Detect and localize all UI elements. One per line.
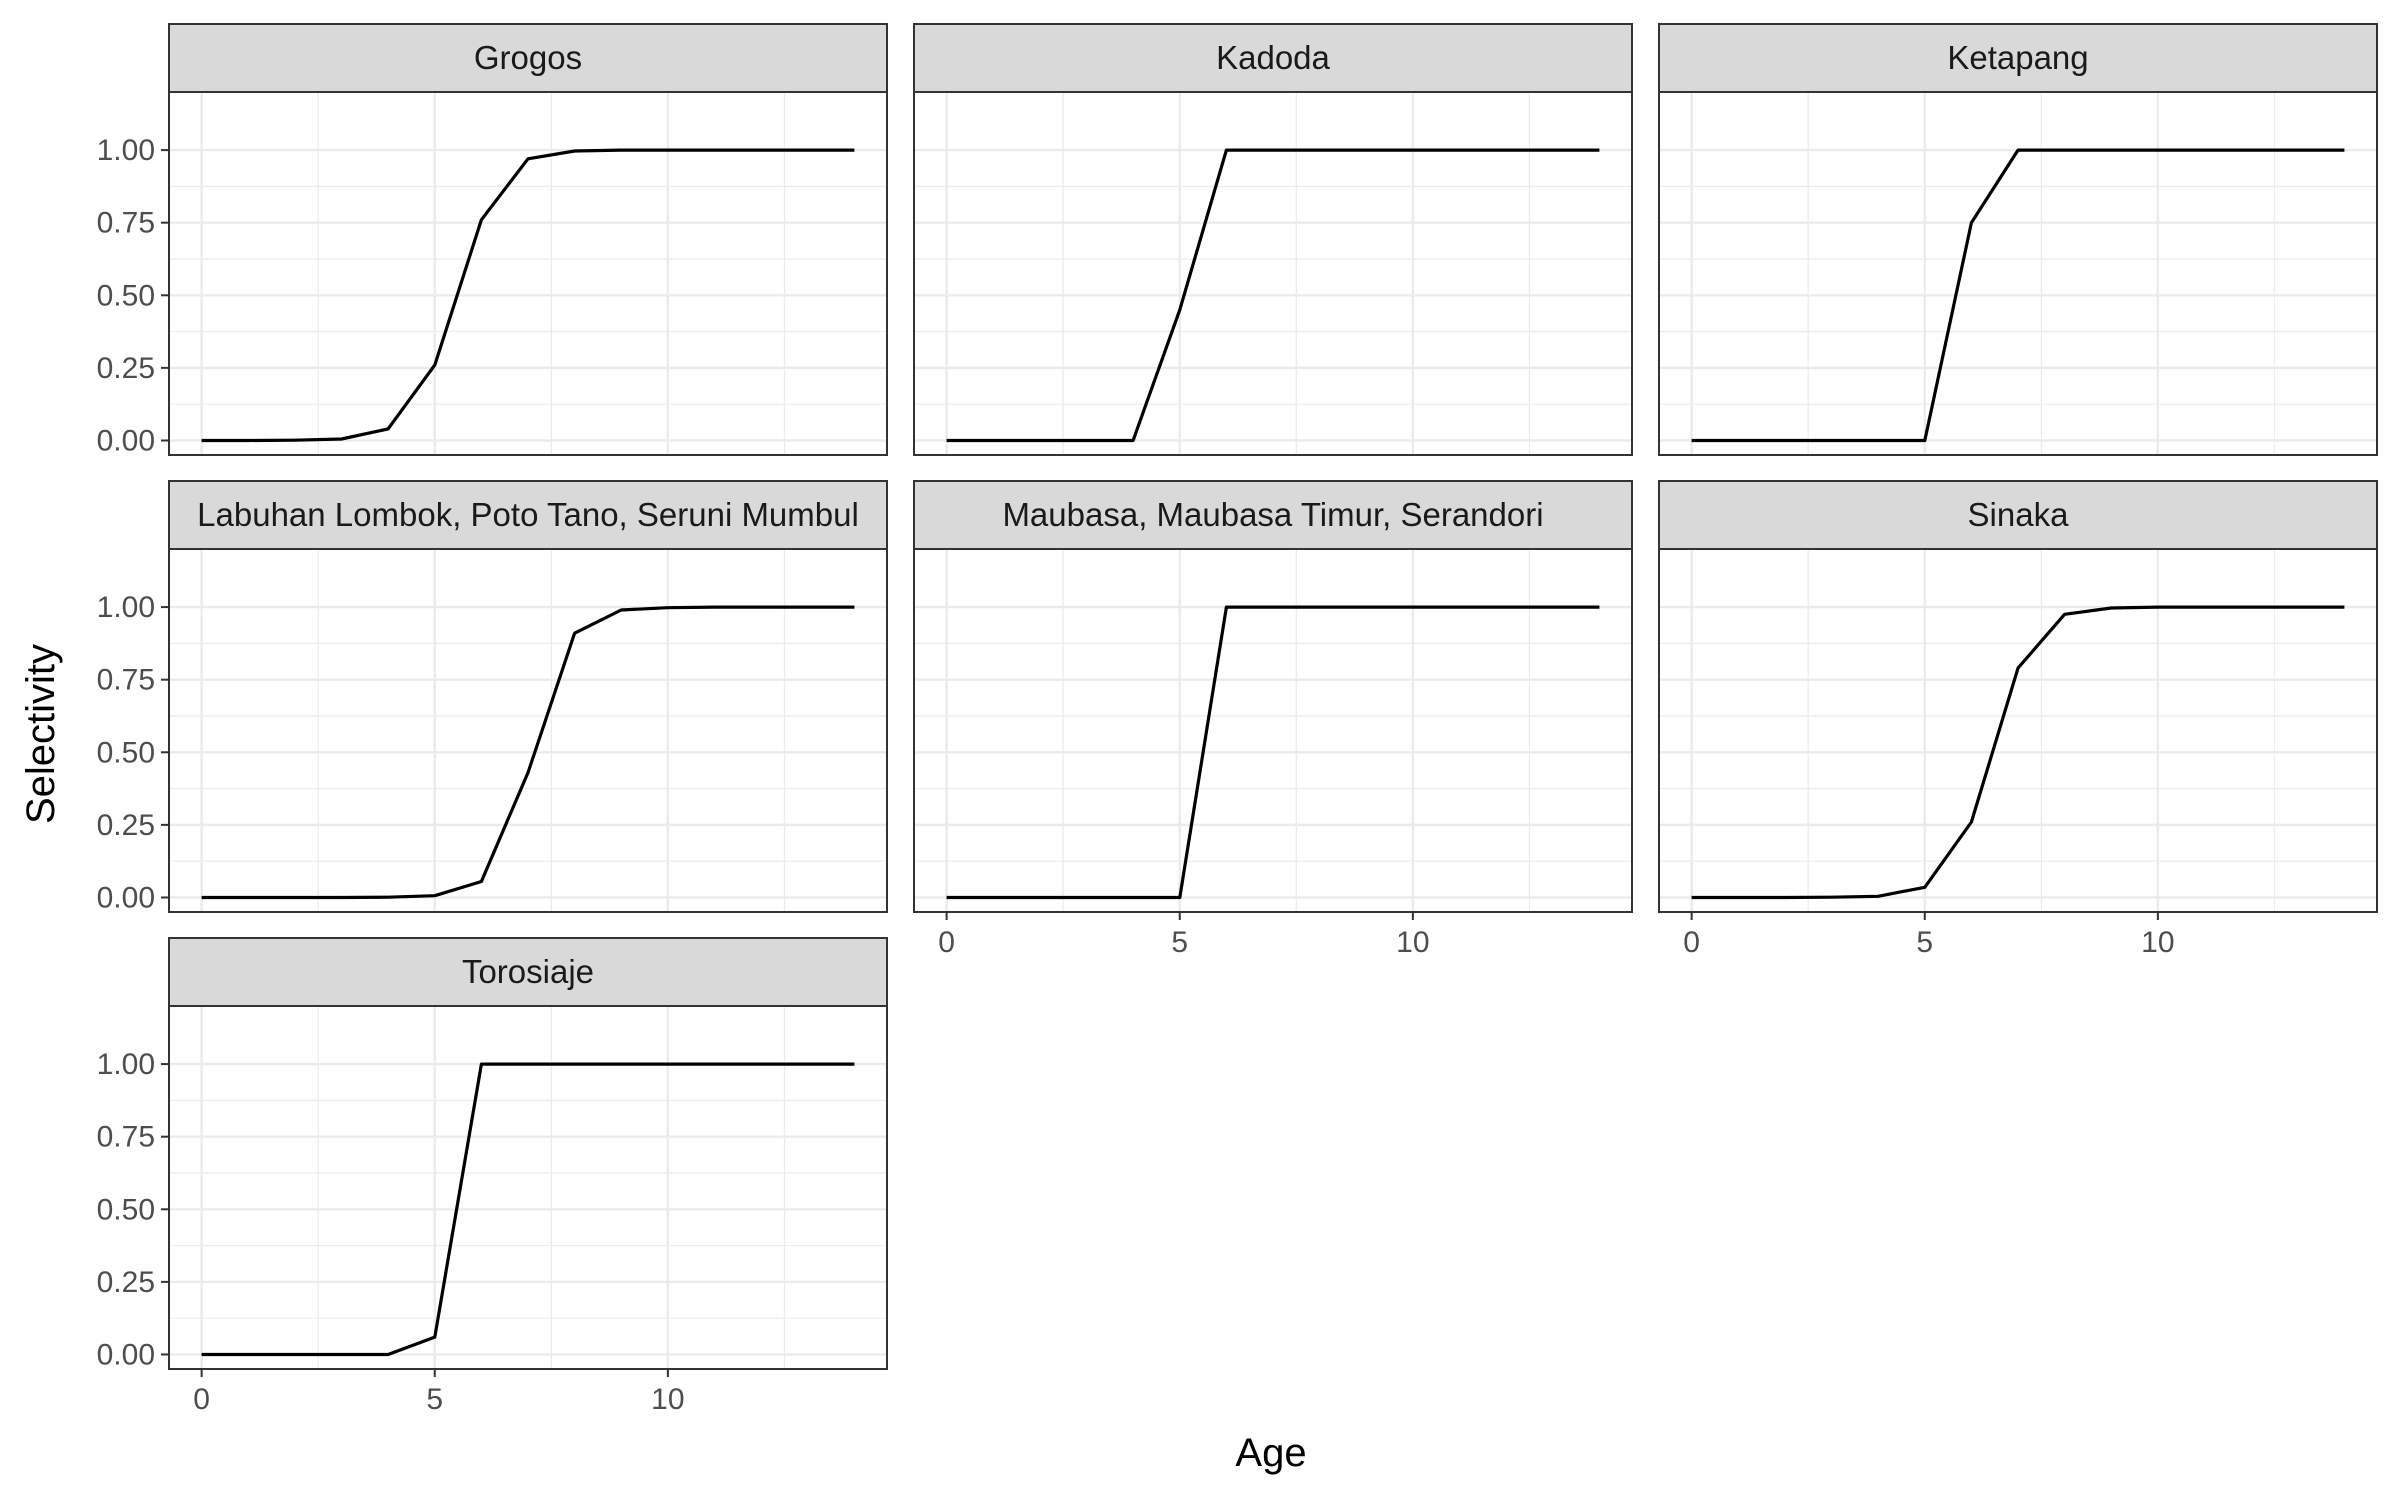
x-tick-label: 5 [426, 1383, 443, 1416]
selectivity-line [946, 148, 1600, 443]
facet-panel: Maubasa, Maubasa Timur, Serandori 0 5 10 [913, 480, 1633, 959]
facet-strip [1658, 480, 2378, 550]
panel-background [914, 92, 1632, 455]
panel-border [168, 1005, 888, 1370]
panel-background [914, 549, 1632, 912]
facet-panel: Sinaka 0 5 10 [1658, 480, 2378, 959]
facet-strip-label: Ketapang [1947, 39, 2088, 76]
selectivity-line [1691, 605, 2345, 900]
facet-strip [168, 480, 888, 550]
x-tick-label: 0 [1683, 926, 1700, 959]
x-axis-title: Age [1235, 1431, 1306, 1475]
panel-background [169, 92, 887, 455]
facet-strip [1658, 23, 2378, 93]
y-tick-label: 1.00 [97, 591, 155, 624]
y-tick-label: 0.00 [97, 881, 155, 914]
facet-panel: Kadoda [913, 23, 1633, 456]
panel-border [168, 91, 888, 456]
selectivity-line [1691, 148, 2345, 443]
y-tick-label: 0.50 [97, 279, 155, 312]
y-tick-label: 0.50 [97, 736, 155, 769]
x-tick-label: 10 [2141, 926, 2174, 959]
y-tick-label: 0.00 [97, 1338, 155, 1371]
y-tick-label: 0.75 [97, 207, 155, 240]
facet-strip-label: Grogos [474, 39, 582, 76]
panel-background [1659, 549, 2377, 912]
facet-panel: Grogos 0.00 0.25 0.50 0.75 1.00 [97, 23, 888, 457]
x-tick-label: 5 [1916, 926, 1933, 959]
x-tick-label: 5 [1171, 926, 1188, 959]
y-tick-label: 1.00 [97, 1048, 155, 1081]
facet-panel: Torosiaje 0.00 0.25 0.50 0.75 1.00 0 5 10 [97, 937, 888, 1416]
panel-border [913, 91, 1633, 456]
x-tick-label: 0 [938, 926, 955, 959]
facet-strip-label: Sinaka [1968, 496, 2070, 533]
panel-background [1659, 92, 2377, 455]
y-tick-label: 0.25 [97, 809, 155, 842]
facet-panel: Labuhan Lombok, Poto Tano, Seruni Mumbul… [97, 480, 888, 914]
facet-strip [168, 937, 888, 1007]
panel-border [1658, 91, 2378, 456]
facet-strip-label: Maubasa, Maubasa Timur, Serandori [1002, 496, 1543, 533]
facet-panel: Ketapang [1658, 23, 2378, 456]
y-tick-label: 0.75 [97, 1121, 155, 1154]
x-tick-label: 0 [193, 1383, 210, 1416]
y-axis-title: Selectivity [19, 644, 63, 824]
panel-background [169, 1006, 887, 1369]
panel-border [168, 548, 888, 913]
facet-strip-label: Labuhan Lombok, Poto Tano, Seruni Mumbul [197, 496, 859, 533]
y-tick-label: 0.25 [97, 352, 155, 385]
y-tick-label: 1.00 [97, 134, 155, 167]
x-tick-label: 10 [1396, 926, 1429, 959]
panel-border [913, 548, 1633, 913]
facet-strip-label: Kadoda [1216, 39, 1330, 76]
selectivity-line [201, 148, 855, 443]
y-tick-label: 0.25 [97, 1266, 155, 1299]
y-tick-label: 0.50 [97, 1193, 155, 1226]
y-tick-label: 0.00 [97, 424, 155, 457]
x-tick-label: 10 [651, 1383, 684, 1416]
panel-border [1658, 548, 2378, 913]
facet-strip [913, 480, 1633, 550]
panel-background [169, 549, 887, 912]
facet-strip [913, 23, 1633, 93]
y-tick-label: 0.75 [97, 664, 155, 697]
selectivity-line [201, 605, 855, 900]
facet-strip [168, 23, 888, 93]
facet-strip-label: Torosiaje [462, 953, 594, 990]
selectivity-line [201, 1062, 855, 1357]
selectivity-line [946, 605, 1600, 900]
